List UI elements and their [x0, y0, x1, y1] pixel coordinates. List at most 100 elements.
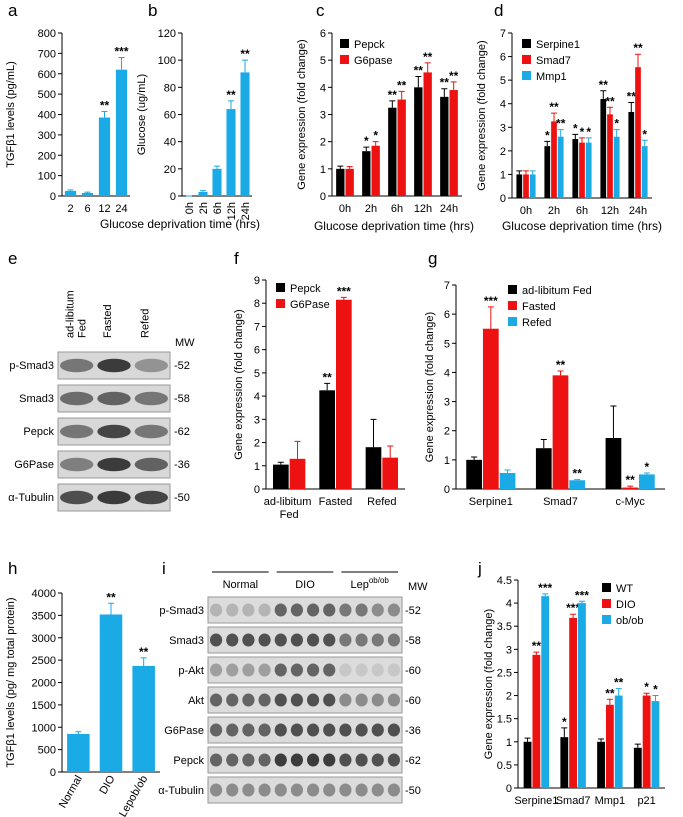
y-axis-label: TGFβ1 levels (pg/ mg total protein) [5, 597, 17, 767]
legend-swatch [522, 39, 531, 48]
blot-band [323, 633, 336, 647]
y-axis-label: Gene expression (fold change) [424, 312, 436, 462]
y-tick-label: 8 [254, 298, 260, 310]
blot-band [323, 783, 336, 797]
error-bar [600, 90, 607, 99]
y-tick-label: 500 [38, 745, 56, 757]
error-bar [542, 593, 549, 597]
y-tick-label: 0 [506, 783, 512, 795]
significance: *** [114, 44, 128, 58]
bar [639, 474, 655, 489]
x-tick-label: ad-libitum Fed [264, 496, 315, 521]
y-tick-label: 120 [158, 28, 176, 40]
blot-strip [207, 656, 403, 684]
significance: *** [575, 588, 589, 602]
significance: ** [388, 88, 398, 102]
bar [482, 328, 499, 489]
error-bar [579, 137, 585, 143]
error-bar [610, 405, 617, 438]
bar [240, 72, 250, 196]
error-bar [228, 100, 234, 110]
bar [397, 99, 406, 196]
group-label: Lepob/ob [350, 576, 389, 591]
blot-band [323, 753, 336, 767]
blot-band [371, 633, 384, 647]
blot-band [60, 424, 94, 439]
blot-band [307, 663, 320, 677]
error-bar [424, 62, 431, 73]
bar [641, 146, 648, 198]
blot-strip [207, 626, 403, 654]
significance: * [562, 715, 567, 729]
y-tick-label: 4 [320, 82, 326, 94]
blot-band [371, 753, 384, 767]
legend-label: Mmp1 [536, 71, 567, 83]
blot-row-label: G6Pase [14, 459, 54, 471]
blot-row-label: G6Pase [164, 725, 204, 737]
blot-band [290, 663, 303, 677]
bar [523, 741, 532, 788]
y-tick-label: 0 [50, 191, 56, 203]
significance: ** [240, 47, 250, 61]
bar [607, 114, 613, 198]
blot-strip [207, 686, 403, 714]
error-bar [572, 133, 579, 140]
blot-band [355, 603, 368, 617]
y-axis-label: Gene expression (fold change) [483, 609, 495, 759]
bar [557, 136, 564, 198]
bar [600, 99, 607, 198]
blot-band [274, 693, 287, 707]
blot-mw: -52 [174, 360, 190, 372]
blot-row-label: Pepck [23, 426, 54, 438]
bar [572, 139, 579, 198]
bar [466, 459, 482, 489]
significance: * [645, 460, 650, 474]
blot-row-label: p-Akt [178, 665, 204, 677]
legend-label: Smad7 [536, 55, 571, 67]
y-tick-label: 6 [500, 52, 506, 64]
y-axis-label: Gene expression (fold change) [476, 40, 488, 190]
blot-band [134, 457, 168, 472]
y-tick-label: 3 [500, 122, 506, 134]
blot-band [258, 783, 271, 797]
blot-band [307, 783, 320, 797]
bar [560, 737, 569, 788]
significance: ** [599, 78, 609, 92]
blot-band [226, 693, 239, 707]
bar [414, 87, 423, 196]
error-bar [606, 698, 613, 705]
y-tick-label: 0.5 [497, 760, 512, 772]
blot-band [210, 633, 223, 647]
significance: ** [106, 590, 116, 604]
significance: * [644, 680, 649, 694]
error-bar [628, 102, 635, 112]
error-bar [540, 438, 547, 449]
legend-swatch [508, 317, 517, 326]
significance: * [545, 128, 550, 142]
x-tick-label: 2h [548, 205, 560, 217]
error-bar [524, 737, 531, 742]
panel-label: e [8, 249, 17, 268]
error-bar [598, 738, 605, 742]
significance: ** [414, 63, 424, 77]
error-bar [557, 370, 564, 376]
significance: * [642, 127, 647, 141]
blot-band [60, 490, 94, 505]
blot-band [371, 663, 384, 677]
bar [64, 190, 77, 196]
error-bar [67, 189, 74, 191]
x-tick-label: 2h [198, 202, 210, 214]
bar [440, 96, 449, 196]
error-bar [634, 743, 641, 748]
y-tick-label: 2 [254, 438, 260, 450]
blot-band [242, 663, 255, 677]
error-bar [340, 296, 347, 300]
blot-band [274, 603, 287, 617]
x-tick-label: 2h [365, 203, 377, 215]
blot-strip [207, 596, 403, 624]
blot-band [134, 391, 168, 406]
panel-label: c [316, 1, 325, 20]
blot-band [97, 490, 131, 505]
bar [651, 701, 660, 788]
y-tick-label: 7 [500, 28, 506, 40]
